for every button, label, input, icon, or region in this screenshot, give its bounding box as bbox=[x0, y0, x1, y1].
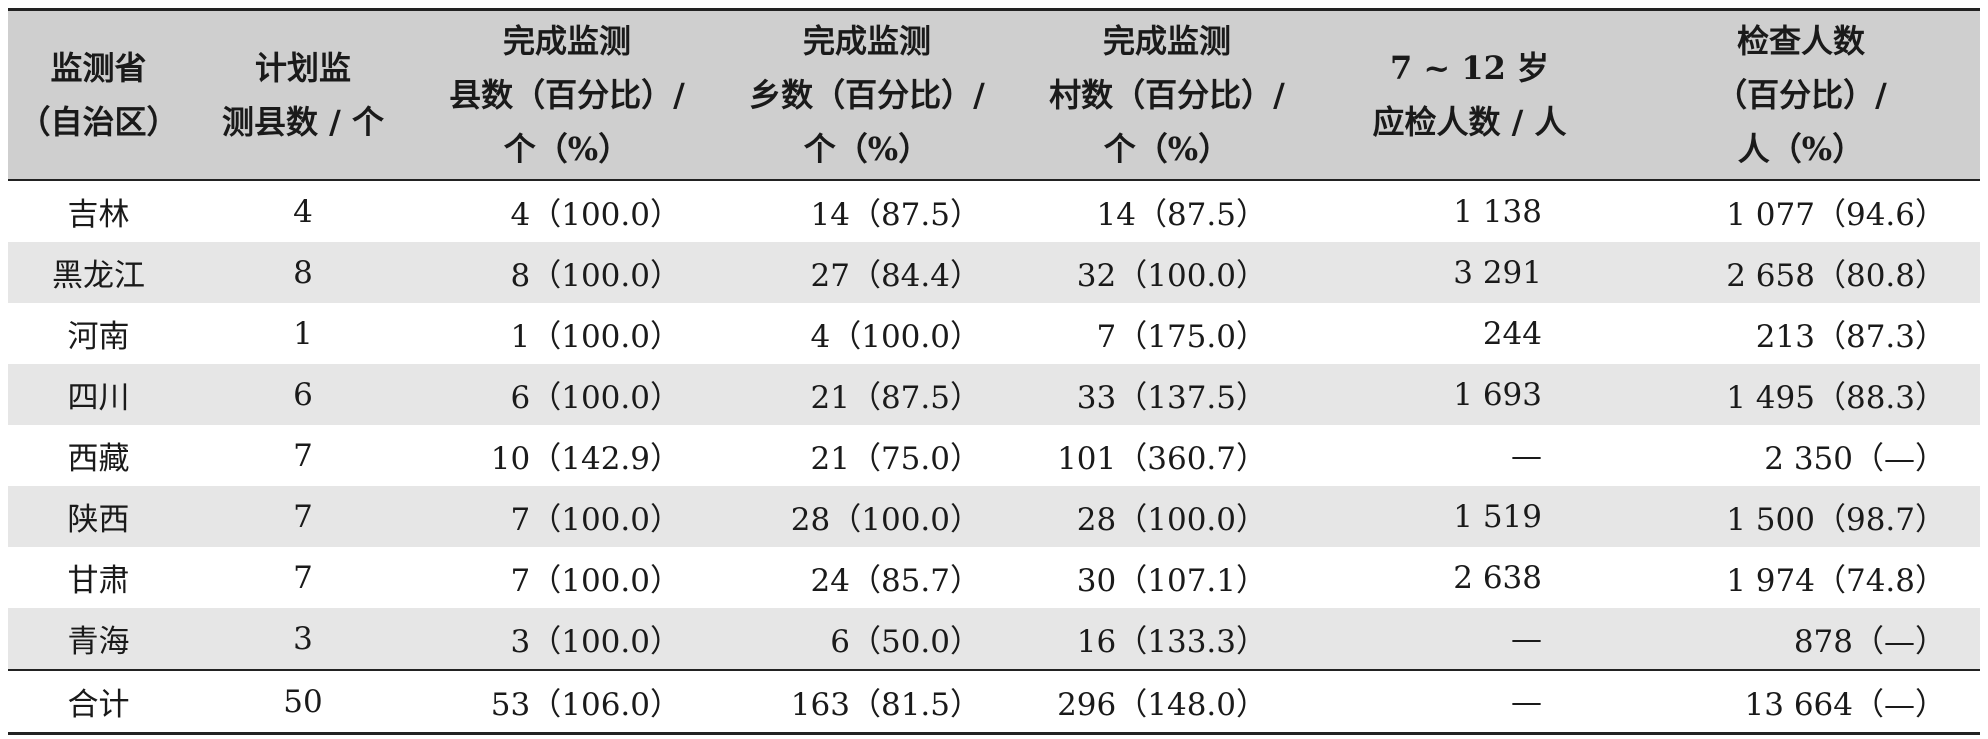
cell-eligible-children: — bbox=[1511, 437, 1542, 474]
cell-completed-counties: 53（106.0） bbox=[417, 669, 717, 735]
cell-eligible-children: — bbox=[1317, 669, 1622, 735]
cell-completed-villages: 101（360.7） bbox=[1057, 441, 1267, 477]
table-row: 西藏 7 10（142.9） 21（75.0） 101（360.7） — 2 3… bbox=[8, 425, 1980, 486]
cell-completed-townships: 6（50.0） bbox=[830, 624, 981, 660]
header-eligible-children: 7 ~ 12 岁 应检人数 / 人 bbox=[1317, 9, 1622, 181]
cell-province: 吉林 bbox=[67, 197, 130, 233]
cell-eligible-children: 1 138 bbox=[1453, 193, 1542, 230]
table-row: 河南 1 1（100.0） 4（100.0） 7（175.0） 244 213（… bbox=[8, 303, 1980, 364]
cell-completed-villages: 33（137.5） bbox=[1076, 380, 1267, 416]
monitoring-table: 监测省 （自治区） 计划监 测县数 / 个 完成监测 县数（百分比）/ 个（%）… bbox=[8, 8, 1980, 735]
cell-completed-villages: 7（175.0） bbox=[1096, 319, 1267, 355]
cell-province: 河南 bbox=[67, 319, 130, 355]
cell-examined-people: 1 974（74.8） bbox=[1726, 563, 1946, 599]
table-row: 吉林 4 4（100.0） 14（87.5） 14（87.5） 1 138 1 … bbox=[8, 180, 1980, 242]
cell-planned-counties: 7 bbox=[293, 559, 313, 596]
cell-completed-counties: 3（100.0） bbox=[510, 624, 681, 660]
cell-examined-people: 2 658（80.8） bbox=[1726, 258, 1946, 294]
cell-eligible-children: 244 bbox=[1482, 315, 1542, 352]
cell-completed-townships: 14（87.5） bbox=[810, 197, 981, 233]
cell-examined-people: 1 077（94.6） bbox=[1726, 197, 1946, 233]
table-row: 青海 3 3（100.0） 6（50.0） 16（133.3） — 878（—） bbox=[8, 608, 1980, 670]
table-total-row: 合计 50 53（106.0） 163（81.5） 296（148.0） — 1… bbox=[8, 669, 1980, 735]
header-province: 监测省 （自治区） bbox=[8, 9, 189, 181]
cell-province: 甘肃 bbox=[67, 563, 130, 599]
cell-province: 黑龙江 bbox=[52, 258, 145, 294]
cell-completed-counties: 10（142.9） bbox=[490, 441, 681, 477]
cell-province: 青海 bbox=[67, 624, 130, 660]
table-row: 黑龙江 8 8（100.0） 27（84.4） 32（100.0） 3 291 … bbox=[8, 242, 1980, 303]
cell-completed-counties: 4（100.0） bbox=[510, 197, 681, 233]
cell-examined-people: 13 664（—） bbox=[1622, 669, 1980, 735]
table-row: 陕西 7 7（100.0） 28（100.0） 28（100.0） 1 519 … bbox=[8, 486, 1980, 547]
cell-completed-villages: 30（107.1） bbox=[1076, 563, 1267, 599]
cell-total-label: 合计 bbox=[8, 669, 189, 735]
cell-eligible-children: — bbox=[1511, 620, 1542, 657]
cell-completed-townships: 4（100.0） bbox=[810, 319, 981, 355]
cell-completed-counties: 7（100.0） bbox=[510, 502, 681, 538]
cell-planned-counties: 50 bbox=[189, 669, 417, 735]
header-examined-people: 检查人数 （百分比）/ 人（%） bbox=[1622, 9, 1980, 181]
table-header-row: 监测省 （自治区） 计划监 测县数 / 个 完成监测 县数（百分比）/ 个（%）… bbox=[8, 9, 1980, 181]
cell-planned-counties: 1 bbox=[293, 315, 313, 352]
cell-planned-counties: 6 bbox=[293, 376, 313, 413]
cell-completed-villages: 16（133.3） bbox=[1076, 624, 1267, 660]
cell-planned-counties: 3 bbox=[293, 620, 313, 657]
cell-planned-counties: 8 bbox=[293, 254, 313, 291]
cell-examined-people: 213（87.3） bbox=[1755, 319, 1946, 355]
cell-eligible-children: 2 638 bbox=[1453, 559, 1542, 596]
cell-eligible-children: 1 693 bbox=[1453, 376, 1542, 413]
cell-completed-villages: 14（87.5） bbox=[1096, 197, 1267, 233]
cell-completed-counties: 6（100.0） bbox=[510, 380, 681, 416]
cell-eligible-children: 1 519 bbox=[1453, 498, 1542, 535]
cell-province: 陕西 bbox=[67, 502, 130, 538]
cell-examined-people: 878（—） bbox=[1793, 624, 1946, 660]
header-completed-townships: 完成监测 乡数（百分比）/ 个（%） bbox=[717, 9, 1017, 181]
cell-completed-counties: 7（100.0） bbox=[510, 563, 681, 599]
cell-completed-townships: 21（87.5） bbox=[810, 380, 981, 416]
cell-completed-townships: 21（75.0） bbox=[810, 441, 981, 477]
monitoring-table-container: 监测省 （自治区） 计划监 测县数 / 个 完成监测 县数（百分比）/ 个（%）… bbox=[8, 8, 1980, 735]
cell-examined-people: 1 500（98.7） bbox=[1726, 502, 1946, 538]
header-completed-villages: 完成监测 村数（百分比）/ 个（%） bbox=[1017, 9, 1317, 181]
cell-planned-counties: 7 bbox=[293, 498, 313, 535]
cell-completed-townships: 163（81.5） bbox=[717, 669, 1017, 735]
cell-completed-villages: 296（148.0） bbox=[1017, 669, 1317, 735]
cell-planned-counties: 7 bbox=[293, 437, 313, 474]
cell-completed-counties: 8（100.0） bbox=[510, 258, 681, 294]
cell-examined-people: 1 495（88.3） bbox=[1726, 380, 1946, 416]
cell-completed-counties: 1（100.0） bbox=[510, 319, 681, 355]
table-row: 四川 6 6（100.0） 21（87.5） 33（137.5） 1 693 1… bbox=[8, 364, 1980, 425]
cell-completed-townships: 27（84.4） bbox=[810, 258, 981, 294]
cell-completed-townships: 24（85.7） bbox=[810, 563, 981, 599]
cell-province: 四川 bbox=[67, 380, 130, 416]
cell-completed-townships: 28（100.0） bbox=[790, 502, 981, 538]
cell-eligible-children: 3 291 bbox=[1453, 254, 1542, 291]
table-row: 甘肃 7 7（100.0） 24（85.7） 30（107.1） 2 638 1… bbox=[8, 547, 1980, 608]
header-completed-counties: 完成监测 县数（百分比）/ 个（%） bbox=[417, 9, 717, 181]
cell-completed-villages: 28（100.0） bbox=[1076, 502, 1267, 538]
cell-province: 西藏 bbox=[67, 441, 130, 477]
header-planned-counties: 计划监 测县数 / 个 bbox=[189, 9, 417, 181]
cell-planned-counties: 4 bbox=[293, 193, 313, 230]
cell-examined-people: 2 350（—） bbox=[1764, 441, 1946, 477]
cell-completed-villages: 32（100.0） bbox=[1076, 258, 1267, 294]
